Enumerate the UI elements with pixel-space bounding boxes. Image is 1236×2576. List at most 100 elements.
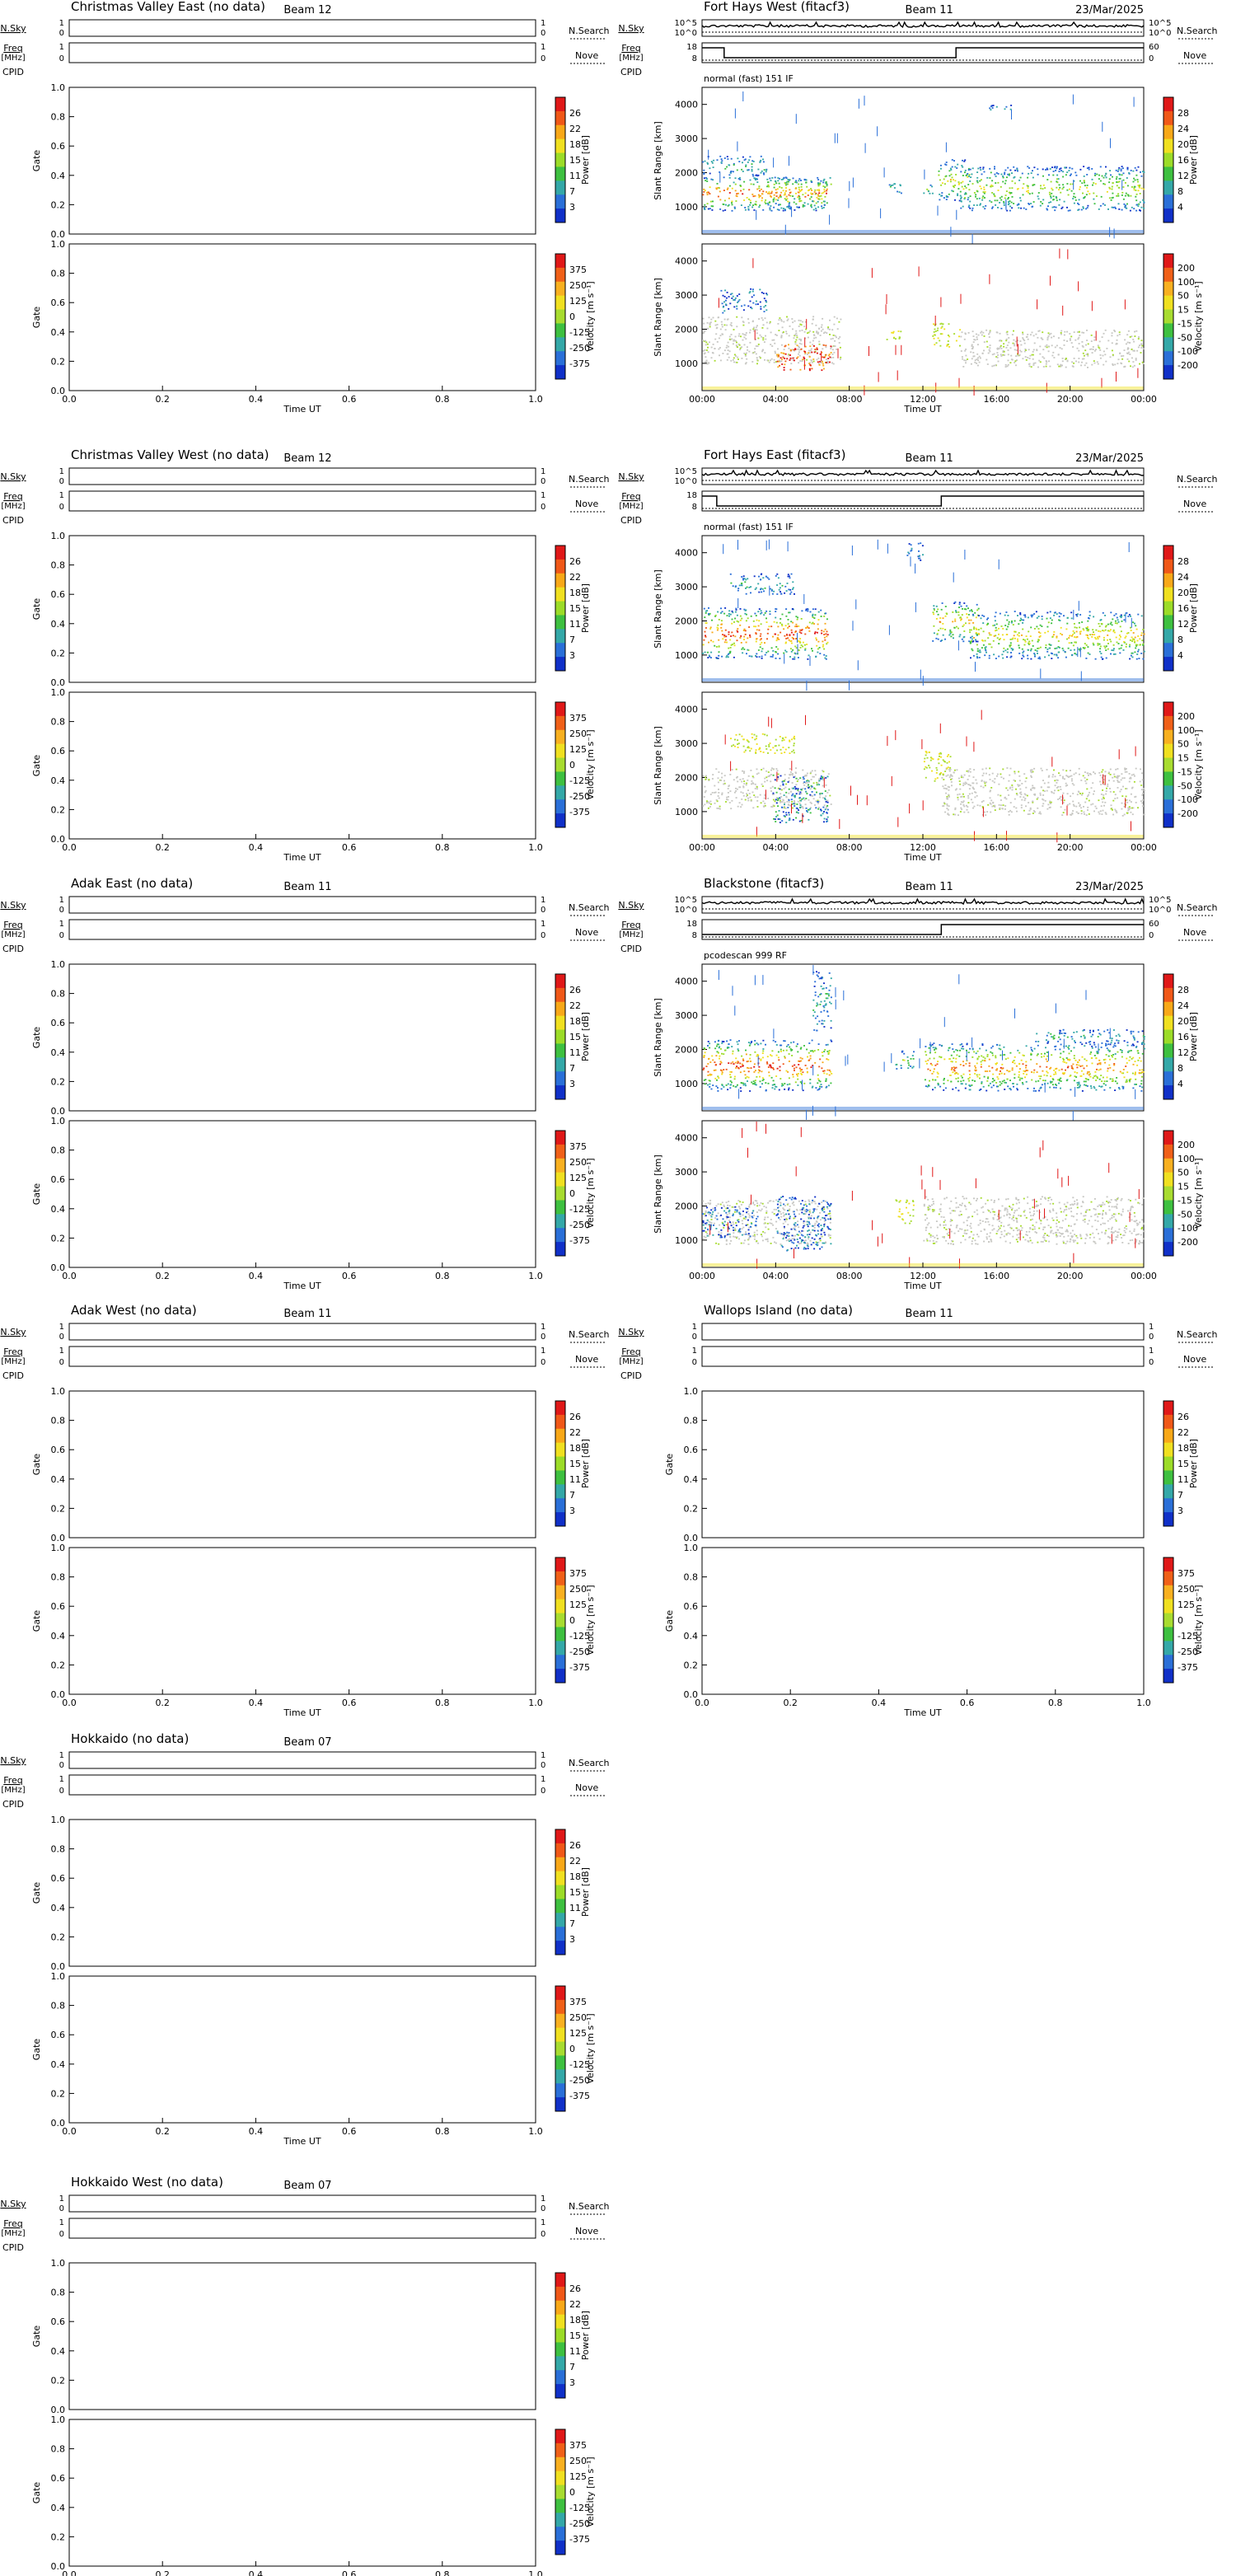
- velocity-data-point: [777, 323, 780, 325]
- velocity-data-point: [1002, 354, 1004, 356]
- velocity-data-point: [780, 793, 782, 795]
- velocity-data-point: [960, 776, 962, 779]
- power-data-point: [801, 629, 803, 630]
- power-data-point: [785, 183, 788, 185]
- velocity-data-point: [1103, 350, 1105, 353]
- velocity-data-point: [809, 794, 812, 796]
- power-data-point: [970, 657, 971, 659]
- power-data-point: [1079, 614, 1082, 616]
- velocity-data-point: [969, 770, 971, 773]
- velocity-data-point: [1140, 789, 1143, 791]
- power-data-point: [737, 630, 739, 633]
- power-data-point: [758, 620, 761, 622]
- velocity-data-point: [969, 785, 971, 787]
- velocity-data-point: [1109, 356, 1112, 358]
- power-data-point: [772, 653, 775, 656]
- velocity-data-point: [1002, 350, 1004, 352]
- velocity-data-point: [755, 300, 757, 302]
- velocity-data-point: [810, 771, 812, 774]
- power-data-point: [1138, 185, 1140, 187]
- velocity-data-point: [794, 794, 796, 797]
- power-data-point: [810, 204, 812, 207]
- power-data-point: [1018, 203, 1020, 205]
- power-data-point: [770, 209, 773, 212]
- velocity-data-point: [830, 348, 832, 349]
- velocity-data-point: [1099, 780, 1102, 783]
- power-data-point: [804, 649, 807, 651]
- velocity-data-point: [1117, 781, 1119, 783]
- power-data-point: [1068, 642, 1070, 644]
- power-data-point: [1109, 188, 1112, 190]
- velocity-colorbar-swatch: [555, 295, 565, 311]
- velocity-data-point: [784, 779, 786, 780]
- noise-tick: 10^5: [675, 467, 697, 476]
- velocity-data-point: [967, 802, 970, 803]
- power-colorbar-label: Power [dB]: [580, 583, 591, 633]
- velocity-data-point: [1081, 331, 1084, 334]
- power-data-point: [1066, 622, 1069, 625]
- power-data-point: [931, 185, 934, 188]
- velocity-data-point: [1093, 362, 1096, 364]
- power-data-point: [798, 180, 800, 182]
- velocity-data-point: [817, 808, 820, 810]
- velocity-data-point: [804, 353, 806, 355]
- velocity-data-point: [711, 792, 714, 794]
- velocity-data-point: [1031, 787, 1033, 789]
- power-data-point: [1009, 192, 1012, 194]
- power-data-point: [1121, 208, 1123, 211]
- power-data-point: [802, 641, 804, 644]
- power-data-point: [789, 588, 792, 591]
- velocity-data-point: [972, 787, 975, 789]
- velocity-data-point: [967, 811, 970, 813]
- power-data-point: [1104, 183, 1107, 185]
- velocity-data-point: [722, 333, 723, 335]
- power-data-point: [788, 611, 790, 614]
- velocity-data-point: [1056, 779, 1058, 781]
- power-data-point: [1104, 615, 1107, 616]
- power-ytick: 4000: [675, 548, 698, 559]
- velocity-data-point: [960, 807, 962, 809]
- power-data-point: [1032, 185, 1034, 186]
- power-noise-streak: [734, 108, 736, 119]
- velocity-data-point: [765, 776, 768, 779]
- velocity-data-point: [1029, 808, 1032, 810]
- velocity-data-point: [1109, 774, 1112, 775]
- velocity-data-point: [934, 330, 937, 332]
- velocity-data-point: [1140, 785, 1143, 786]
- velocity-data-point: [1028, 349, 1030, 351]
- power-colorbar-tick: 26: [569, 556, 581, 567]
- velocity-data-point: [1093, 349, 1096, 352]
- velocity-data-point: [946, 767, 948, 770]
- velocity-data-point: [772, 768, 775, 770]
- velocity-data-point: [932, 335, 934, 337]
- velocity-data-point: [1084, 771, 1086, 773]
- power-data-point: [1002, 176, 1004, 179]
- velocity-data-point: [961, 331, 963, 334]
- power-data-point: [1114, 620, 1117, 622]
- velocity-data-point: [778, 359, 780, 362]
- velocity-data-point: [791, 773, 794, 775]
- power-data-point: [796, 181, 798, 184]
- xtick-label: 0.6: [342, 394, 357, 405]
- velocity-data-point: [950, 779, 952, 780]
- power-colorbar-swatch: [555, 643, 565, 658]
- velocity-colorbar-tick: -125: [569, 775, 590, 786]
- velocity-ytick: 0.2: [51, 356, 66, 367]
- power-data-point: [1132, 632, 1135, 634]
- velocity-data-point: [1074, 772, 1077, 775]
- velocity-data-point: [1009, 362, 1012, 364]
- power-data-point: [765, 610, 768, 612]
- xtick-label: 20:00: [1057, 394, 1084, 405]
- power-data-point: [1033, 628, 1036, 630]
- velocity-data-point: [765, 299, 767, 302]
- velocity-colorbar-swatch: [555, 267, 565, 283]
- xtick-label: 00:00: [1131, 394, 1157, 405]
- power-data-point: [1126, 185, 1129, 187]
- power-data-point: [941, 192, 943, 194]
- velocity-data-point: [742, 770, 743, 772]
- velocity-noise-streak: [1125, 798, 1126, 808]
- power-data-point: [745, 578, 747, 581]
- power-data-point: [1065, 174, 1067, 176]
- power-data-point: [995, 204, 997, 206]
- power-data-point: [1066, 638, 1068, 640]
